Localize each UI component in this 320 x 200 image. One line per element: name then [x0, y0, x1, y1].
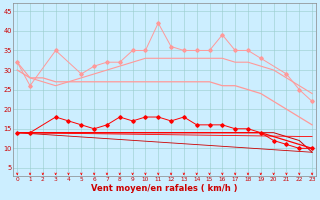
X-axis label: Vent moyen/en rafales ( km/h ): Vent moyen/en rafales ( km/h ) [92, 184, 238, 193]
